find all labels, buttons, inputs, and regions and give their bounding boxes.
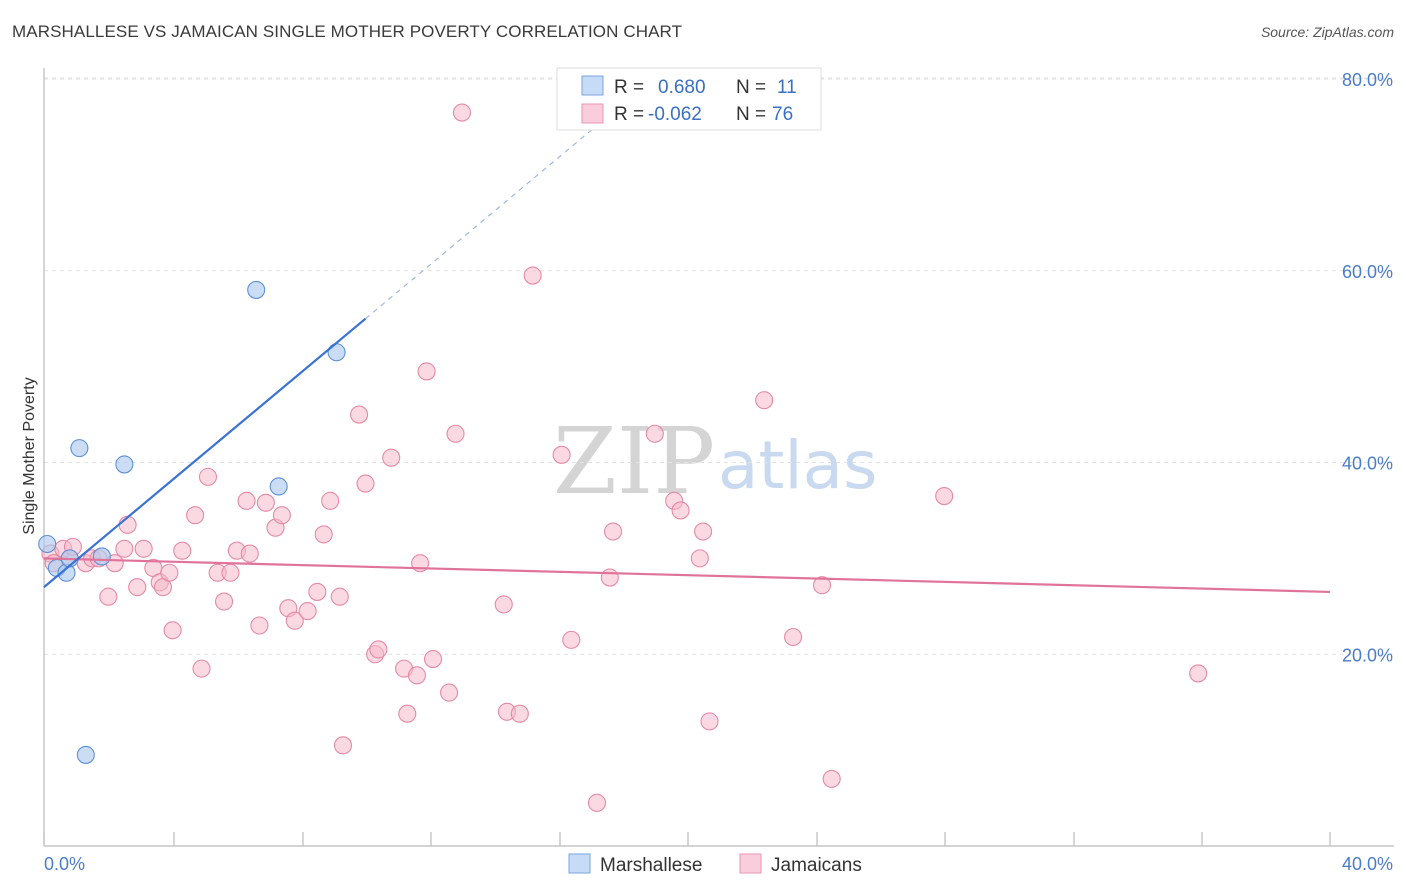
jamaicans-point-20 (186, 506, 205, 525)
jamaicans-point-71 (784, 627, 803, 647)
marshallese-point-6 (92, 547, 111, 566)
bottom-legend: Marshallese Jamaicans (568, 853, 862, 876)
legend-n-label-2: N = (736, 104, 766, 125)
jamaicans-point-63 (604, 522, 623, 541)
jamaicans-point-60 (562, 630, 581, 649)
marshallese-point-4 (70, 439, 89, 458)
jamaicans-point-44 (369, 640, 388, 659)
jamaicans-point-13 (134, 539, 153, 558)
jamaicans-point-34 (285, 611, 304, 630)
jamaicans-point-75 (1189, 664, 1208, 683)
y-tick-label-60: 60.0% (1342, 262, 1393, 282)
jamaicans-point-30 (256, 493, 275, 512)
chart-title: MARSHALLESE VS JAMAICAN SINGLE MOTHER PO… (12, 22, 683, 41)
jamaicans-point-21 (192, 659, 211, 678)
legend-n-value-1: 11 (777, 77, 797, 98)
jamaicans-point-54 (452, 103, 472, 122)
jamaicans-point-58 (523, 266, 542, 285)
jamaicans-point-39 (330, 587, 349, 606)
bottom-legend-label-jamaicans: Jamaicans (771, 855, 862, 876)
marshallese-point-9 (269, 477, 288, 496)
legend-r-label-1: R = (614, 77, 644, 98)
watermark-zip: ZIP (553, 408, 715, 515)
jamaicans-point-73 (822, 769, 841, 788)
jamaicans-point-25 (221, 563, 240, 582)
legend-swatch-jamaicans (581, 103, 604, 124)
jamaicans-point-59 (552, 445, 571, 464)
x-tick-label-max: 40.0% (1342, 854, 1393, 874)
jamaicans-point-17 (160, 563, 179, 582)
jamaicans-point-64 (645, 424, 664, 443)
stats-legend: R = 0.680 N = 11 R = -0.062 N = 76 (556, 67, 822, 131)
jamaicans-point-48 (407, 666, 426, 685)
y-axis-label: Single Mother Poverty (21, 377, 38, 534)
x-axis-ticks (43, 832, 1331, 846)
legend-r-label-2: R = (614, 104, 644, 125)
jamaicans-point-40 (333, 736, 353, 755)
jamaicans-point-52 (440, 683, 459, 702)
marshallese-point-0 (38, 534, 57, 554)
y-tick-label-80: 80.0% (1342, 70, 1393, 90)
y-tick-label-40: 40.0% (1342, 454, 1393, 474)
marshallese-point-7 (115, 455, 134, 474)
jamaicans-point-37 (314, 525, 333, 544)
jamaicans-point-32 (272, 506, 291, 525)
bottom-legend-swatch-marshallese (568, 853, 591, 874)
y-tick-label-20: 20.0% (1342, 645, 1393, 665)
jamaicans-point-50 (417, 362, 436, 381)
watermark-atlas: atlas (718, 427, 878, 504)
jamaicans-point-18 (163, 621, 182, 640)
jamaicans-point-22 (198, 467, 218, 486)
jamaicans-point-61 (587, 793, 607, 812)
jamaicans-point-55 (494, 595, 513, 614)
jamaicans-point-19 (173, 541, 192, 560)
marshallese-point-5 (76, 745, 95, 764)
jamaicans-point-69 (700, 712, 719, 731)
jamaicans-point-53 (446, 424, 465, 443)
marshallese-point-10 (327, 343, 346, 362)
jamaicans-point-35 (298, 602, 317, 621)
marshallese-trend-extension (365, 116, 608, 320)
jamaicans-point-47 (398, 704, 417, 723)
jamaicans-point-28 (240, 544, 259, 563)
legend-n-value-2: 76 (772, 104, 793, 125)
jamaicans-point-72 (812, 576, 832, 595)
jamaicans-point-74 (935, 487, 954, 506)
gridlines (44, 77, 1394, 655)
legend-r-value-1: 0.680 (658, 77, 706, 98)
source-credit: Source: ZipAtlas.com (1260, 24, 1394, 40)
jamaicans-point-41 (350, 405, 369, 424)
jamaicans-point-24 (214, 592, 234, 611)
jamaicans-point-62 (600, 568, 619, 587)
jamaicans-point-11 (118, 515, 137, 534)
legend-swatch-marshallese (581, 75, 604, 96)
x-tick-label-min: 0.0% (44, 854, 85, 874)
jamaicans-point-10 (115, 539, 134, 558)
legend-n-label-1: N = (736, 77, 766, 98)
jamaicans-trend-line (43, 557, 1331, 594)
jamaicans-point-42 (356, 474, 375, 493)
jamaicans-point-51 (423, 649, 443, 669)
jamaicans-point-70 (755, 391, 774, 410)
jamaicans-point-29 (250, 616, 269, 635)
trend-lines (43, 116, 1331, 594)
legend-r-value-2: -0.062 (648, 104, 702, 125)
jamaicans-point-12 (128, 578, 147, 597)
jamaicans-point-66 (671, 501, 690, 520)
jamaicans-point-45 (382, 448, 401, 467)
marshallese-point-8 (247, 280, 266, 299)
marshallese-trend-line (43, 317, 367, 588)
jamaicans-point-8 (99, 587, 118, 606)
y-tick-labels: 20.0% 40.0% 60.0% 80.0% (1342, 70, 1393, 665)
jamaicans-point-38 (321, 491, 340, 510)
watermark: ZIP atlas (553, 408, 878, 515)
jamaicans-point-68 (694, 522, 713, 541)
bottom-legend-swatch-jamaicans (739, 853, 762, 874)
jamaicans-point-57 (510, 704, 529, 723)
jamaicans-point-67 (690, 549, 709, 568)
jamaicans-point-27 (237, 491, 256, 510)
jamaicans-point-36 (308, 582, 327, 601)
bottom-legend-label-marshallese: Marshallese (600, 855, 702, 876)
